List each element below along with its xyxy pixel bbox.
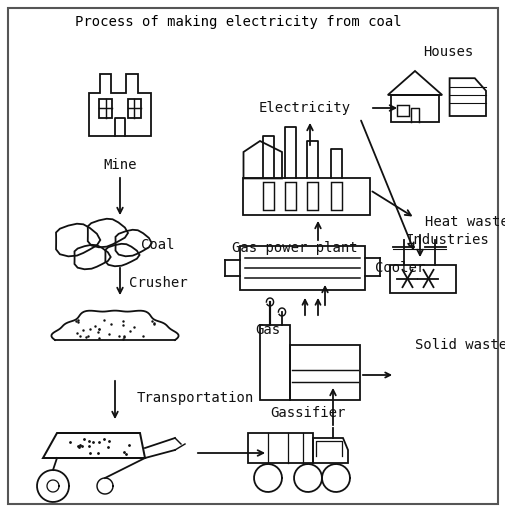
Text: Gas: Gas	[255, 323, 280, 337]
Text: Gassifier: Gassifier	[270, 406, 345, 420]
Text: Heat waste: Heat waste	[424, 215, 505, 229]
Text: Mine: Mine	[103, 158, 136, 172]
Text: Process of making electricity from coal: Process of making electricity from coal	[74, 15, 400, 29]
Text: Transportation: Transportation	[136, 391, 253, 405]
Text: Cooler: Cooler	[374, 261, 424, 275]
Text: Houses: Houses	[422, 45, 472, 59]
Text: Crusher: Crusher	[128, 276, 187, 290]
Text: Solid waste: Solid waste	[414, 338, 505, 352]
Text: Electricity: Electricity	[259, 101, 350, 115]
Text: Coal: Coal	[141, 238, 174, 252]
Text: Gas power plant: Gas power plant	[232, 241, 357, 255]
Text: Industries: Industries	[406, 233, 489, 247]
